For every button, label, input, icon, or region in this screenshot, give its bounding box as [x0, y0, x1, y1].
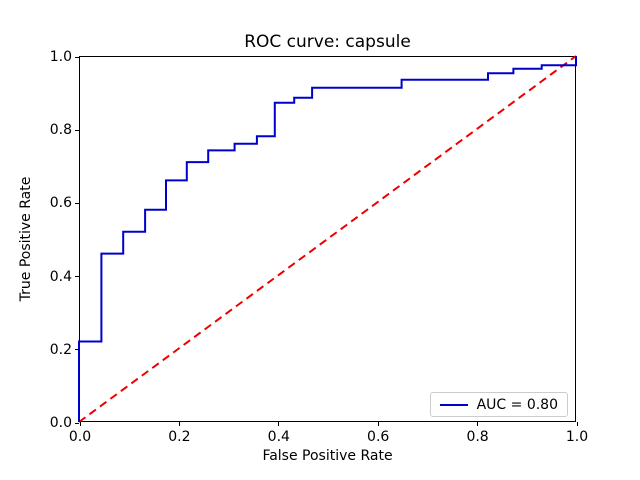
- x-tick-mark: [278, 422, 280, 426]
- y-tick-label: 0.6: [49, 195, 72, 212]
- x-tick-mark: [178, 422, 180, 426]
- y-axis-title: True Positive Rate: [18, 176, 34, 302]
- y-tick-mark: [75, 422, 79, 424]
- x-tick-mark: [477, 422, 479, 426]
- legend-label: AUC = 0.80: [476, 396, 558, 413]
- y-tick-mark: [75, 202, 79, 204]
- roc-curve: [78, 56, 577, 422]
- y-tick-mark: [75, 129, 79, 131]
- y-tick-mark: [75, 276, 79, 278]
- y-tick-mark: [75, 56, 79, 58]
- legend-box: AUC = 0.80: [429, 392, 568, 417]
- chart-title: ROC curve: capsule: [244, 32, 411, 52]
- x-tick-label: 0.4: [267, 429, 290, 445]
- x-tick-label: 0.0: [68, 429, 92, 445]
- x-tick-mark: [576, 422, 578, 426]
- legend-line-sample: [439, 403, 468, 406]
- x-tick-label: 0.6: [367, 429, 390, 445]
- x-tick-label: 1.0: [565, 429, 589, 445]
- y-tick-label: 0.4: [49, 268, 72, 285]
- y-tick-label: 0.0: [49, 415, 72, 431]
- chance-line: [78, 55, 577, 423]
- plot-area: 0.0 0.2 0.4 0.6 0.8 1.0 0.0 0.2 0.4 0.6 0.8 1.0 AU…: [50, 49, 588, 445]
- x-axis-title: False Positive Rate: [262, 448, 393, 464]
- y-tick-mark: [75, 349, 79, 351]
- x-tick-label: 0.2: [168, 429, 191, 445]
- x-tick-mark: [377, 422, 379, 426]
- y-tick-label: 1.0: [49, 49, 72, 65]
- y-tick-label: 0.2: [49, 341, 72, 358]
- x-tick-label: 0.8: [466, 429, 489, 445]
- x-tick-mark: [79, 422, 81, 426]
- y-tick-label: 0.8: [49, 122, 72, 139]
- plot-canvas: [78, 55, 577, 423]
